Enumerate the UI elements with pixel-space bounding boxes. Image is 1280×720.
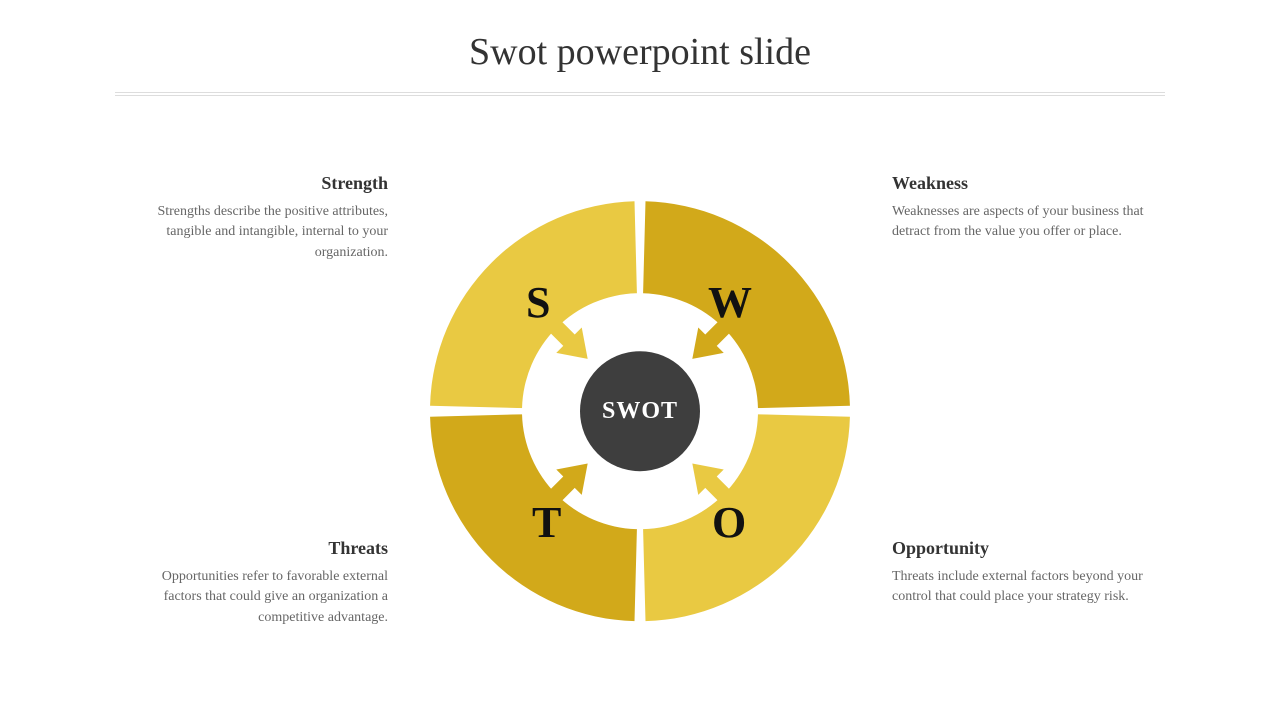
- page-title: Swot powerpoint slide: [0, 0, 1280, 74]
- arrow-w: [548, 319, 588, 359]
- segment-letter-w: W: [708, 277, 752, 328]
- heading-o: Opportunity: [892, 535, 1152, 561]
- body-o: Threats include external factors beyond …: [892, 567, 1152, 608]
- center-label: SWOT: [602, 398, 678, 425]
- heading-s: Strength: [128, 170, 388, 196]
- segment-letter-s: S: [526, 277, 550, 328]
- center-hub: SWOT: [580, 351, 700, 471]
- title-rule: [115, 92, 1165, 96]
- heading-w: Weakness: [892, 170, 1152, 196]
- segment-letter-o: O: [712, 497, 746, 548]
- text-block-o: Opportunity Threats include external fact…: [892, 535, 1152, 608]
- body-t: Opportunities refer to favorable externa…: [128, 567, 388, 628]
- text-block-s: Strength Strengths describe the positive …: [128, 170, 388, 263]
- text-block-t: Threats Opportunities refer to favorable …: [128, 535, 388, 628]
- stage: SWOT SWOT StrengthStrengths describe the…: [0, 120, 1280, 720]
- body-w: Weaknesses are aspects of your business …: [892, 202, 1152, 243]
- heading-t: Threats: [128, 535, 388, 561]
- text-block-w: Weakness Weaknesses are aspects of your b…: [892, 170, 1152, 243]
- segment-letter-t: T: [532, 497, 561, 548]
- body-s: Strengths describe the positive attribut…: [128, 202, 388, 263]
- swot-diagram: SWOT SWOT: [420, 191, 860, 631]
